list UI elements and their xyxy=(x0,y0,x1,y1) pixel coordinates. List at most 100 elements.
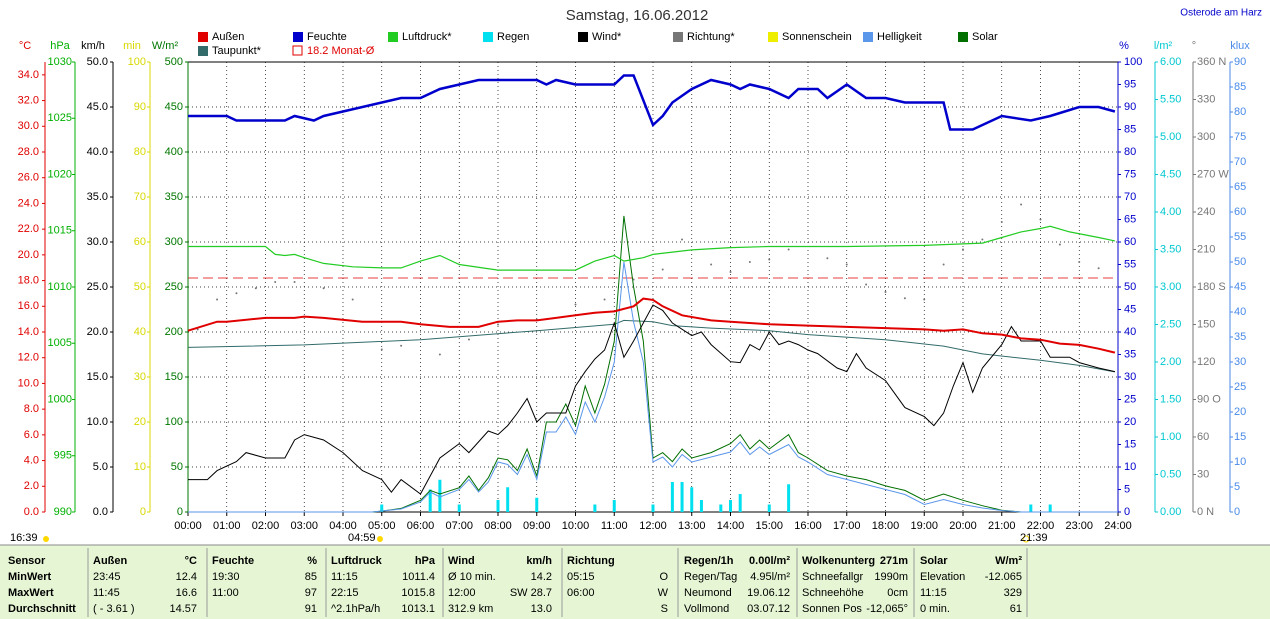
table-cell: 19:30 xyxy=(212,571,240,583)
table-cell: SW 28.7 xyxy=(510,587,552,599)
x-tick-label: 02:00 xyxy=(252,520,280,532)
y-tick-label: 1020 xyxy=(48,168,72,180)
y-tick-label: 0.50 xyxy=(1160,468,1181,480)
y-tick-label: 6.00 xyxy=(1160,56,1181,68)
table-cell: 11:15 xyxy=(920,587,947,599)
axis-title: min xyxy=(123,40,141,52)
annotation: 21:39 xyxy=(1020,532,1048,544)
bar xyxy=(438,479,442,512)
point xyxy=(1020,203,1023,206)
table-cell: 14.2 xyxy=(531,571,552,583)
table-cell: 97 xyxy=(305,587,317,599)
table-cell: MinWert xyxy=(8,571,52,583)
y-tick-label: 55 xyxy=(1234,231,1246,243)
y-tick-label: 80 xyxy=(1124,146,1136,158)
y-tick-label: 40 xyxy=(134,326,146,338)
y-tick-label: 14.0 xyxy=(18,326,39,338)
x-tick-label: 19:00 xyxy=(910,520,938,532)
table-cell: Ø 10 min. xyxy=(448,571,496,583)
point xyxy=(923,298,926,301)
table-cell: 1013.1 xyxy=(401,603,435,615)
y-tick-label: 1030 xyxy=(48,56,72,68)
bar xyxy=(593,504,597,512)
y-tick-label: 85 xyxy=(1234,81,1246,93)
point xyxy=(632,278,635,281)
y-tick-label: 20.0 xyxy=(87,326,108,338)
x-tick-label: 20:00 xyxy=(949,520,977,532)
table-cell: Außen xyxy=(93,555,128,567)
table-cell: km/h xyxy=(526,555,552,567)
y-tick-label: 0 xyxy=(1124,506,1130,518)
point xyxy=(865,283,868,286)
table-cell: 91 xyxy=(305,603,317,615)
y-tick-label: 34.0 xyxy=(18,69,39,81)
table-cell: 23:45 xyxy=(93,571,121,583)
y-tick-label: 15 xyxy=(1124,438,1136,450)
table-cell: 61 xyxy=(1010,603,1022,615)
bar xyxy=(670,482,674,512)
point xyxy=(787,248,790,251)
axis-title: W/m² xyxy=(152,40,179,52)
bar xyxy=(729,500,732,512)
legend-swatch xyxy=(483,32,493,42)
point xyxy=(274,281,277,283)
y-tick-label: 65 xyxy=(1124,213,1136,225)
point xyxy=(293,281,296,283)
line xyxy=(188,261,1118,513)
x-tick-label: 00:00 xyxy=(174,520,202,532)
x-tick-label: 12:00 xyxy=(639,520,667,532)
sun-icon xyxy=(43,536,49,542)
y-tick-label: 4.0 xyxy=(24,454,39,466)
table-cell: 14.57 xyxy=(169,603,197,615)
bar xyxy=(690,487,694,512)
y-tick-label: 10 xyxy=(1234,456,1246,468)
y-tick-label: 0 xyxy=(1234,506,1240,518)
x-tick-label: 15:00 xyxy=(755,520,783,532)
y-tick-label: 30 xyxy=(1197,468,1209,480)
table-cell: ^2.1hPa/h xyxy=(331,603,380,615)
legend-swatch xyxy=(293,32,303,42)
table-cell: S xyxy=(661,603,668,615)
bar xyxy=(767,504,771,512)
table-cell: Durchschnitt xyxy=(8,603,76,615)
axis-title: klux xyxy=(1230,40,1250,52)
y-tick-label: 40 xyxy=(1124,326,1136,338)
line xyxy=(188,215,1118,513)
y-tick-label: 50 xyxy=(1124,281,1136,293)
annotation: 16:39 xyxy=(10,532,38,544)
legend-swatch xyxy=(673,32,683,42)
table-cell: 1011.4 xyxy=(402,571,435,583)
y-tick-label: 50 xyxy=(134,281,146,293)
x-tick-label: 08:00 xyxy=(484,520,512,532)
point xyxy=(981,238,984,241)
y-tick-label: 40.0 xyxy=(87,146,108,158)
y-tick-label: 350 xyxy=(165,191,183,203)
bar xyxy=(680,482,684,512)
y-tick-label: 1015 xyxy=(48,225,72,237)
table-cell: 1990m xyxy=(874,571,908,583)
table-cell: W/m² xyxy=(995,555,1022,567)
legend-swatch xyxy=(863,32,873,42)
y-tick-label: 50 xyxy=(1234,256,1246,268)
table-cell: Wolkenunterg xyxy=(802,555,875,567)
table-cell: hPa xyxy=(415,555,436,567)
point xyxy=(574,303,577,306)
x-tick-label: 22:00 xyxy=(1027,520,1055,532)
legend-label: Solar xyxy=(972,31,998,43)
y-tick-label: 1.00 xyxy=(1160,431,1181,443)
axis-title: hPa xyxy=(50,40,70,52)
table-cell: 329 xyxy=(1004,587,1022,599)
legend-label: Taupunkt* xyxy=(212,45,262,57)
table-cell: 312.9 km xyxy=(448,603,493,615)
x-tick-label: 23:00 xyxy=(1065,520,1093,532)
y-tick-label: 0.0 xyxy=(24,506,39,518)
table-cell: Solar xyxy=(920,555,948,567)
y-tick-label: 330 xyxy=(1197,93,1215,105)
y-tick-label: 10.0 xyxy=(18,377,39,389)
x-tick-label: 04:00 xyxy=(329,520,357,532)
legend-label: Sonnenschein xyxy=(782,31,852,43)
line xyxy=(187,297,1116,354)
y-tick-label: 25.0 xyxy=(87,281,108,293)
y-tick-label: 16.0 xyxy=(18,300,39,312)
point xyxy=(681,238,684,241)
